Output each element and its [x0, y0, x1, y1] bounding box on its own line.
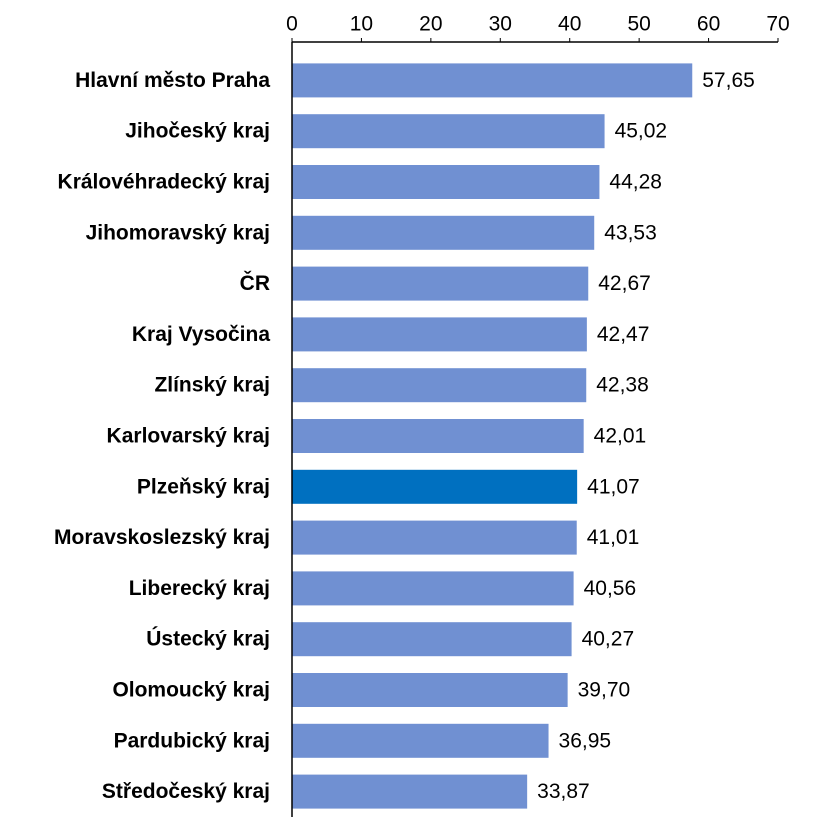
value-label: 41,07 — [587, 475, 640, 498]
value-label: 42,47 — [597, 323, 650, 346]
value-label: 33,87 — [537, 780, 590, 803]
y-tick-label: Ústecký kraj — [146, 627, 270, 651]
bar — [292, 673, 568, 707]
x-tick-label: 10 — [350, 13, 373, 36]
value-label: 40,56 — [584, 577, 637, 600]
bar — [292, 419, 584, 453]
value-label: 36,95 — [559, 729, 612, 752]
y-tick-label: Kraj Vysočina — [132, 323, 270, 346]
value-label: 57,65 — [702, 69, 755, 92]
x-tick-label: 50 — [627, 13, 650, 36]
x-tick-label: 70 — [766, 13, 789, 36]
bar — [292, 266, 589, 301]
value-label: 42,67 — [598, 272, 651, 295]
y-tick-label: Liberecký kraj — [129, 577, 270, 600]
bar — [292, 469, 578, 504]
y-tick-label: Karlovarský kraj — [107, 425, 270, 448]
x-tick-label: 30 — [489, 13, 512, 36]
value-label: 43,53 — [604, 221, 657, 244]
bar — [292, 723, 549, 758]
value-label: 40,27 — [582, 628, 635, 651]
bar — [292, 571, 574, 606]
x-tick-label: 20 — [419, 13, 442, 36]
bar — [292, 114, 605, 149]
y-tick-label: Středočeský kraj — [102, 780, 270, 803]
value-label: 45,02 — [615, 120, 668, 143]
y-tick-label: Zlínský kraj — [154, 374, 270, 397]
x-tick-label: 60 — [697, 13, 720, 36]
bar — [292, 622, 572, 657]
bar — [292, 368, 587, 403]
y-tick-label: Jihočeský kraj — [125, 120, 270, 143]
bar — [292, 215, 595, 250]
y-tick-label: Plzeňský kraj — [137, 475, 270, 498]
bar — [292, 774, 528, 809]
x-tick-label: 0 — [286, 13, 298, 36]
y-tick-label: Pardubický kraj — [114, 729, 270, 752]
bar — [292, 63, 693, 98]
y-tick-label: ČR — [240, 271, 270, 295]
bar — [292, 520, 577, 555]
bar — [292, 317, 587, 352]
y-tick-label: Moravskoslezský kraj — [54, 526, 270, 549]
value-label: 44,28 — [609, 171, 662, 194]
value-label: 42,38 — [596, 374, 649, 397]
value-label: 42,01 — [594, 425, 647, 448]
y-tick-label: Hlavní město Praha — [75, 69, 270, 92]
value-label: 41,01 — [587, 526, 640, 549]
x-tick-label: 40 — [558, 13, 581, 36]
y-tick-label: Jihomoravský kraj — [86, 221, 270, 244]
y-tick-label: Olomoucký kraj — [112, 679, 270, 702]
y-tick-label: Královéhradecký kraj — [58, 171, 270, 194]
bar — [292, 165, 600, 199]
value-label: 39,70 — [578, 679, 631, 702]
